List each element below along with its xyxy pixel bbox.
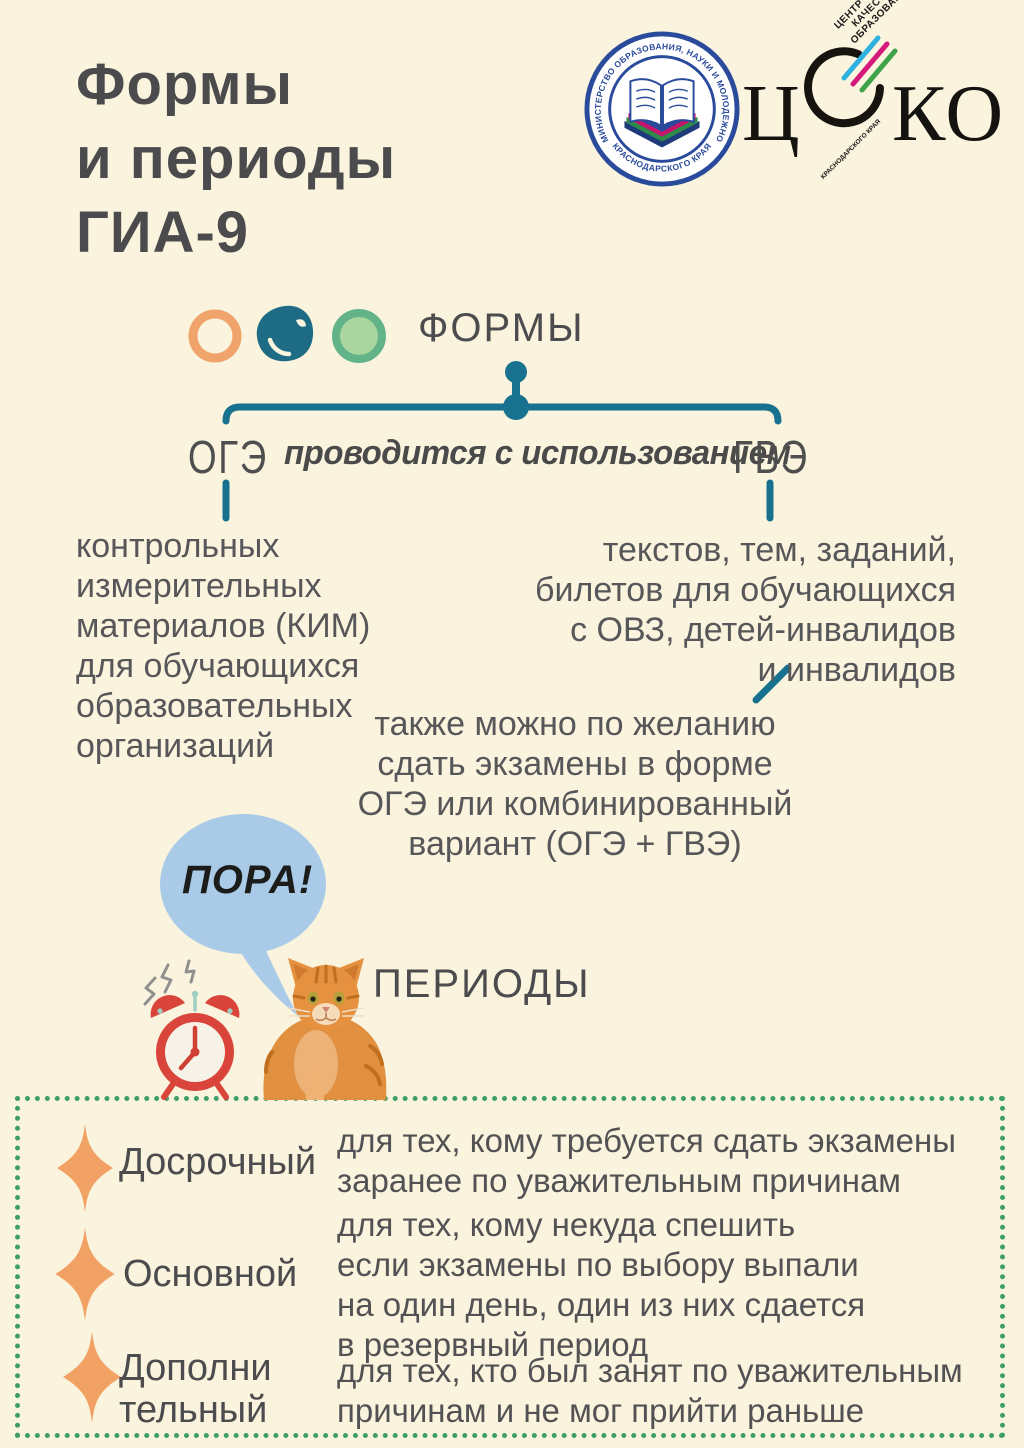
text-line: для тех, кому требуется сдать экзамены	[337, 1122, 956, 1159]
text-line: организаций	[76, 727, 275, 765]
tsoko-letters-ko: КО	[892, 70, 1006, 158]
title-line: и периоды	[76, 126, 397, 191]
text-line: контрольных	[76, 527, 280, 565]
orange-ring-icon	[188, 309, 242, 363]
clock-leg-right	[214, 1081, 229, 1100]
label-line: Основной	[123, 1253, 298, 1295]
clock-bell-left	[150, 995, 185, 1018]
four-point-star-icon	[55, 1227, 115, 1321]
cat-forehead-stripes	[292, 964, 360, 1000]
note-slash-connector	[752, 664, 792, 704]
text-line: причинам и не мог прийти раньше	[337, 1392, 865, 1429]
text-line: для тех, кто был занят по уважительным	[337, 1352, 963, 1389]
period-label-additional: Дополни тельный	[119, 1347, 272, 1431]
cat-mouth	[315, 1013, 337, 1022]
pencil-stroke-magenta	[850, 41, 890, 87]
label-line: Досрочный	[119, 1141, 317, 1183]
ministry-emblem-logo: МИНИСТЕРСТВО ОБРАЗОВАНИЯ, НАУКИ И МОЛОДЕ…	[583, 30, 740, 187]
label-line: тельный	[119, 1389, 268, 1431]
text-line: материалов (КИМ)	[76, 607, 371, 645]
gve-description: текстов, тем, заданий, билетов для обуча…	[520, 530, 956, 690]
periods-box: Досрочный для тех, кому требуется сдать …	[15, 1096, 1005, 1438]
vibration-squiggles	[143, 959, 196, 1006]
period-desc-additional: для тех, кто был занят по уважительным п…	[337, 1351, 963, 1431]
text-line: билетов для обучающихся	[535, 571, 956, 609]
periods-section-heading: ПЕРИОДЫ	[373, 962, 591, 1006]
green-dot-icon	[332, 309, 386, 363]
text-line: образовательных	[76, 687, 353, 725]
period-desc-early: для тех, кому требуется сдать экзамены з…	[337, 1121, 956, 1201]
speech-bubble-tail	[238, 940, 298, 1016]
forms-section-heading: ФОРМЫ	[418, 306, 585, 350]
gve-label: ГВЭ	[733, 431, 809, 483]
clock-leg-left	[161, 1081, 176, 1100]
o-ring-stroke	[804, 47, 884, 128]
tsoko-logo: Ц ЦЕНТР ОЦЕНКИ КАЧЕСТВА ОБРАЗОВАНИЯ КРАС…	[742, 0, 1006, 188]
alarm-clock-icon	[143, 959, 240, 1100]
title-line: ГИА-9	[76, 200, 250, 265]
text-line: на один день, один из них сдается	[337, 1286, 866, 1323]
label-line: Дополни	[119, 1347, 272, 1389]
pencil-stroke-green	[859, 48, 898, 93]
page-title: Формы и периоды ГИА-9	[76, 48, 396, 270]
title-line: Формы	[76, 52, 294, 117]
text-line: для тех, кому некуда спешить	[337, 1206, 796, 1243]
cat-whiskers	[287, 1007, 365, 1017]
cat-chest	[294, 1030, 338, 1098]
oge-description: контрольных измерительных материалов (КИ…	[76, 526, 370, 766]
combined-option-note: также можно по желанию сдать экзамены в …	[340, 704, 810, 864]
text-line: вариант (ОГЭ + ГВЭ)	[408, 825, 742, 863]
period-desc-main: для тех, кому некуда спешить если экзаме…	[337, 1205, 865, 1365]
speech-bubble-text: ПОРА!	[182, 858, 314, 902]
four-point-star-icon	[57, 1123, 113, 1213]
tsoko-letter-ts: Ц	[742, 70, 800, 158]
four-point-star-icon	[63, 1331, 121, 1423]
text-line: текстов, тем, заданий,	[602, 531, 956, 569]
text-line: для обучающихся	[76, 647, 360, 685]
open-book-icon	[624, 78, 700, 148]
cat-front-leg	[305, 1068, 324, 1100]
cat-body-stripes	[264, 1044, 384, 1086]
cat-nose	[322, 1007, 330, 1013]
connector-phrase-label: проводится с использованием	[284, 434, 791, 472]
cat-illustration	[263, 958, 387, 1100]
forms-marker-icons	[188, 305, 386, 363]
oge-label: ОГЭ	[188, 431, 268, 483]
cat-head	[293, 965, 359, 1031]
text-line: также можно по желанию	[374, 705, 776, 743]
period-label-main: Основной	[123, 1253, 297, 1295]
text-line: с ОВЗ, детей-инвалидов	[570, 611, 956, 649]
speech-bubble	[160, 814, 326, 1016]
text-line: измерительных	[76, 567, 322, 605]
text-line: и инвалидов	[757, 651, 956, 689]
text-line: заранее по уважительным причинам	[337, 1162, 901, 1199]
pencil-stroke-cyan	[841, 35, 881, 81]
teal-blob-icon	[256, 305, 314, 362]
period-label-early: Досрочный	[119, 1141, 316, 1183]
text-line: если экзамены по выбору выпали	[337, 1246, 859, 1283]
tsoko-stylized-o-icon	[804, 35, 898, 128]
text-line: в резервный период	[337, 1326, 649, 1363]
text-line: ОГЭ или комбинированный	[357, 785, 793, 823]
text-line: сдать экзамены в форме	[377, 745, 773, 783]
connector-horizontal-bracket	[222, 403, 782, 425]
